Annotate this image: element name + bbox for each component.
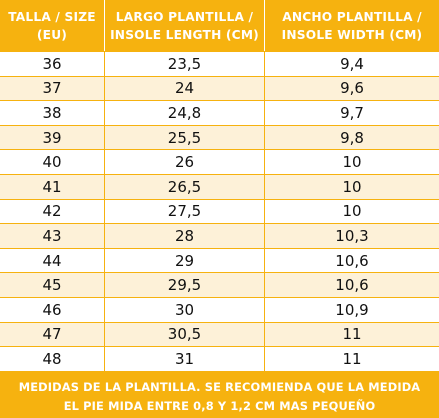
table-footer-note: MEDIDAS DE LA PLANTILLA. SE RECOMIENDA Q… [0,375,439,418]
size-cell: 40 [0,150,105,174]
width-cell: 10 [342,202,362,221]
size-cell: 39 [0,125,105,150]
table-row: 43 28 10,3 [0,223,439,248]
size-cell: 47 [0,322,105,347]
table-body: 36 23,5 9,4 37 24 9,6 38 24,8 9,7 39 25,… [0,51,439,371]
length-cell: 29 [105,248,265,273]
length-cell: 24 [105,76,265,101]
table-row: 48 31 11 [0,346,439,371]
width-cell: 10 [342,153,362,172]
table-row: 41 26,5 10 [0,173,439,199]
size-cell: 48 [0,347,105,371]
length-cell: 28 [105,224,265,248]
width-cell: 9,6 [340,79,364,98]
size-cell: 43 [0,224,105,248]
width-cell: 11 [342,325,362,344]
footer-note-line2: EL PIE MIDA ENTRE 0,8 Y 1,2 CM MAS PEQUE… [63,398,376,413]
width-cell: 11 [342,349,362,368]
footer-note-line1: MEDIDAS DE LA PLANTILLA. SE RECOMIENDA Q… [18,379,421,394]
width-cell: 10,3 [335,226,369,245]
width-cell: 9,4 [340,54,364,73]
header-insole-length: LARGO PLANTILLA / INSOLE LENGTH (CM) [105,0,265,51]
table-row: 36 23,5 9,4 [0,51,439,76]
table-row: 44 29 10,6 [0,247,439,273]
width-cell: 10,6 [335,276,369,295]
length-cell: 31 [105,347,265,371]
table-header: TALLA / SIZE (EU) LARGO PLANTILLA / INSO… [0,0,439,51]
length-cell: 27,5 [105,199,265,224]
size-cell: 45 [0,273,105,297]
header-insole-width: ANCHO PLANTILLA / INSOLE WIDTH (CM) [265,0,439,51]
length-cell: 29,5 [105,273,265,297]
width-cell: 9,7 [340,103,364,122]
table-row: 38 24,8 9,7 [0,100,439,125]
table-row: 46 30 10,9 [0,296,439,322]
width-cell: 10,6 [335,251,369,270]
size-cell: 46 [0,297,105,322]
length-cell: 25,5 [105,125,265,150]
table-row: 42 27,5 10 [0,198,439,224]
header-size: TALLA / SIZE (EU) [0,0,105,51]
table-row: 37 24 9,6 [0,75,439,101]
header-size-line1: TALLA / SIZE [8,9,96,24]
header-width-line2: INSOLE WIDTH (CM) [281,27,423,42]
header-width-line1: ANCHO PLANTILLA / [282,9,422,24]
width-cell: 10 [342,177,362,196]
length-cell: 30,5 [105,322,265,347]
length-cell: 23,5 [105,52,265,76]
table-row: 40 26 10 [0,149,439,174]
header-length-line2: INSOLE LENGTH (CM) [110,27,259,42]
length-cell: 26 [105,150,265,174]
table-row: 47 30,5 11 [0,321,439,347]
header-length-line1: LARGO PLANTILLA / [115,9,254,24]
size-cell: 37 [0,76,105,101]
table-row: 45 29,5 10,6 [0,272,439,297]
length-cell: 26,5 [105,174,265,199]
table-row: 39 25,5 9,8 [0,124,439,150]
header-size-line2: (EU) [36,27,68,42]
size-cell: 36 [0,52,105,76]
length-cell: 30 [105,297,265,322]
width-cell: 9,8 [340,128,364,147]
length-cell: 24,8 [105,101,265,125]
width-cell: 10,9 [335,300,369,319]
size-cell: 38 [0,101,105,125]
size-cell: 42 [0,199,105,224]
size-cell: 44 [0,248,105,273]
size-cell: 41 [0,174,105,199]
